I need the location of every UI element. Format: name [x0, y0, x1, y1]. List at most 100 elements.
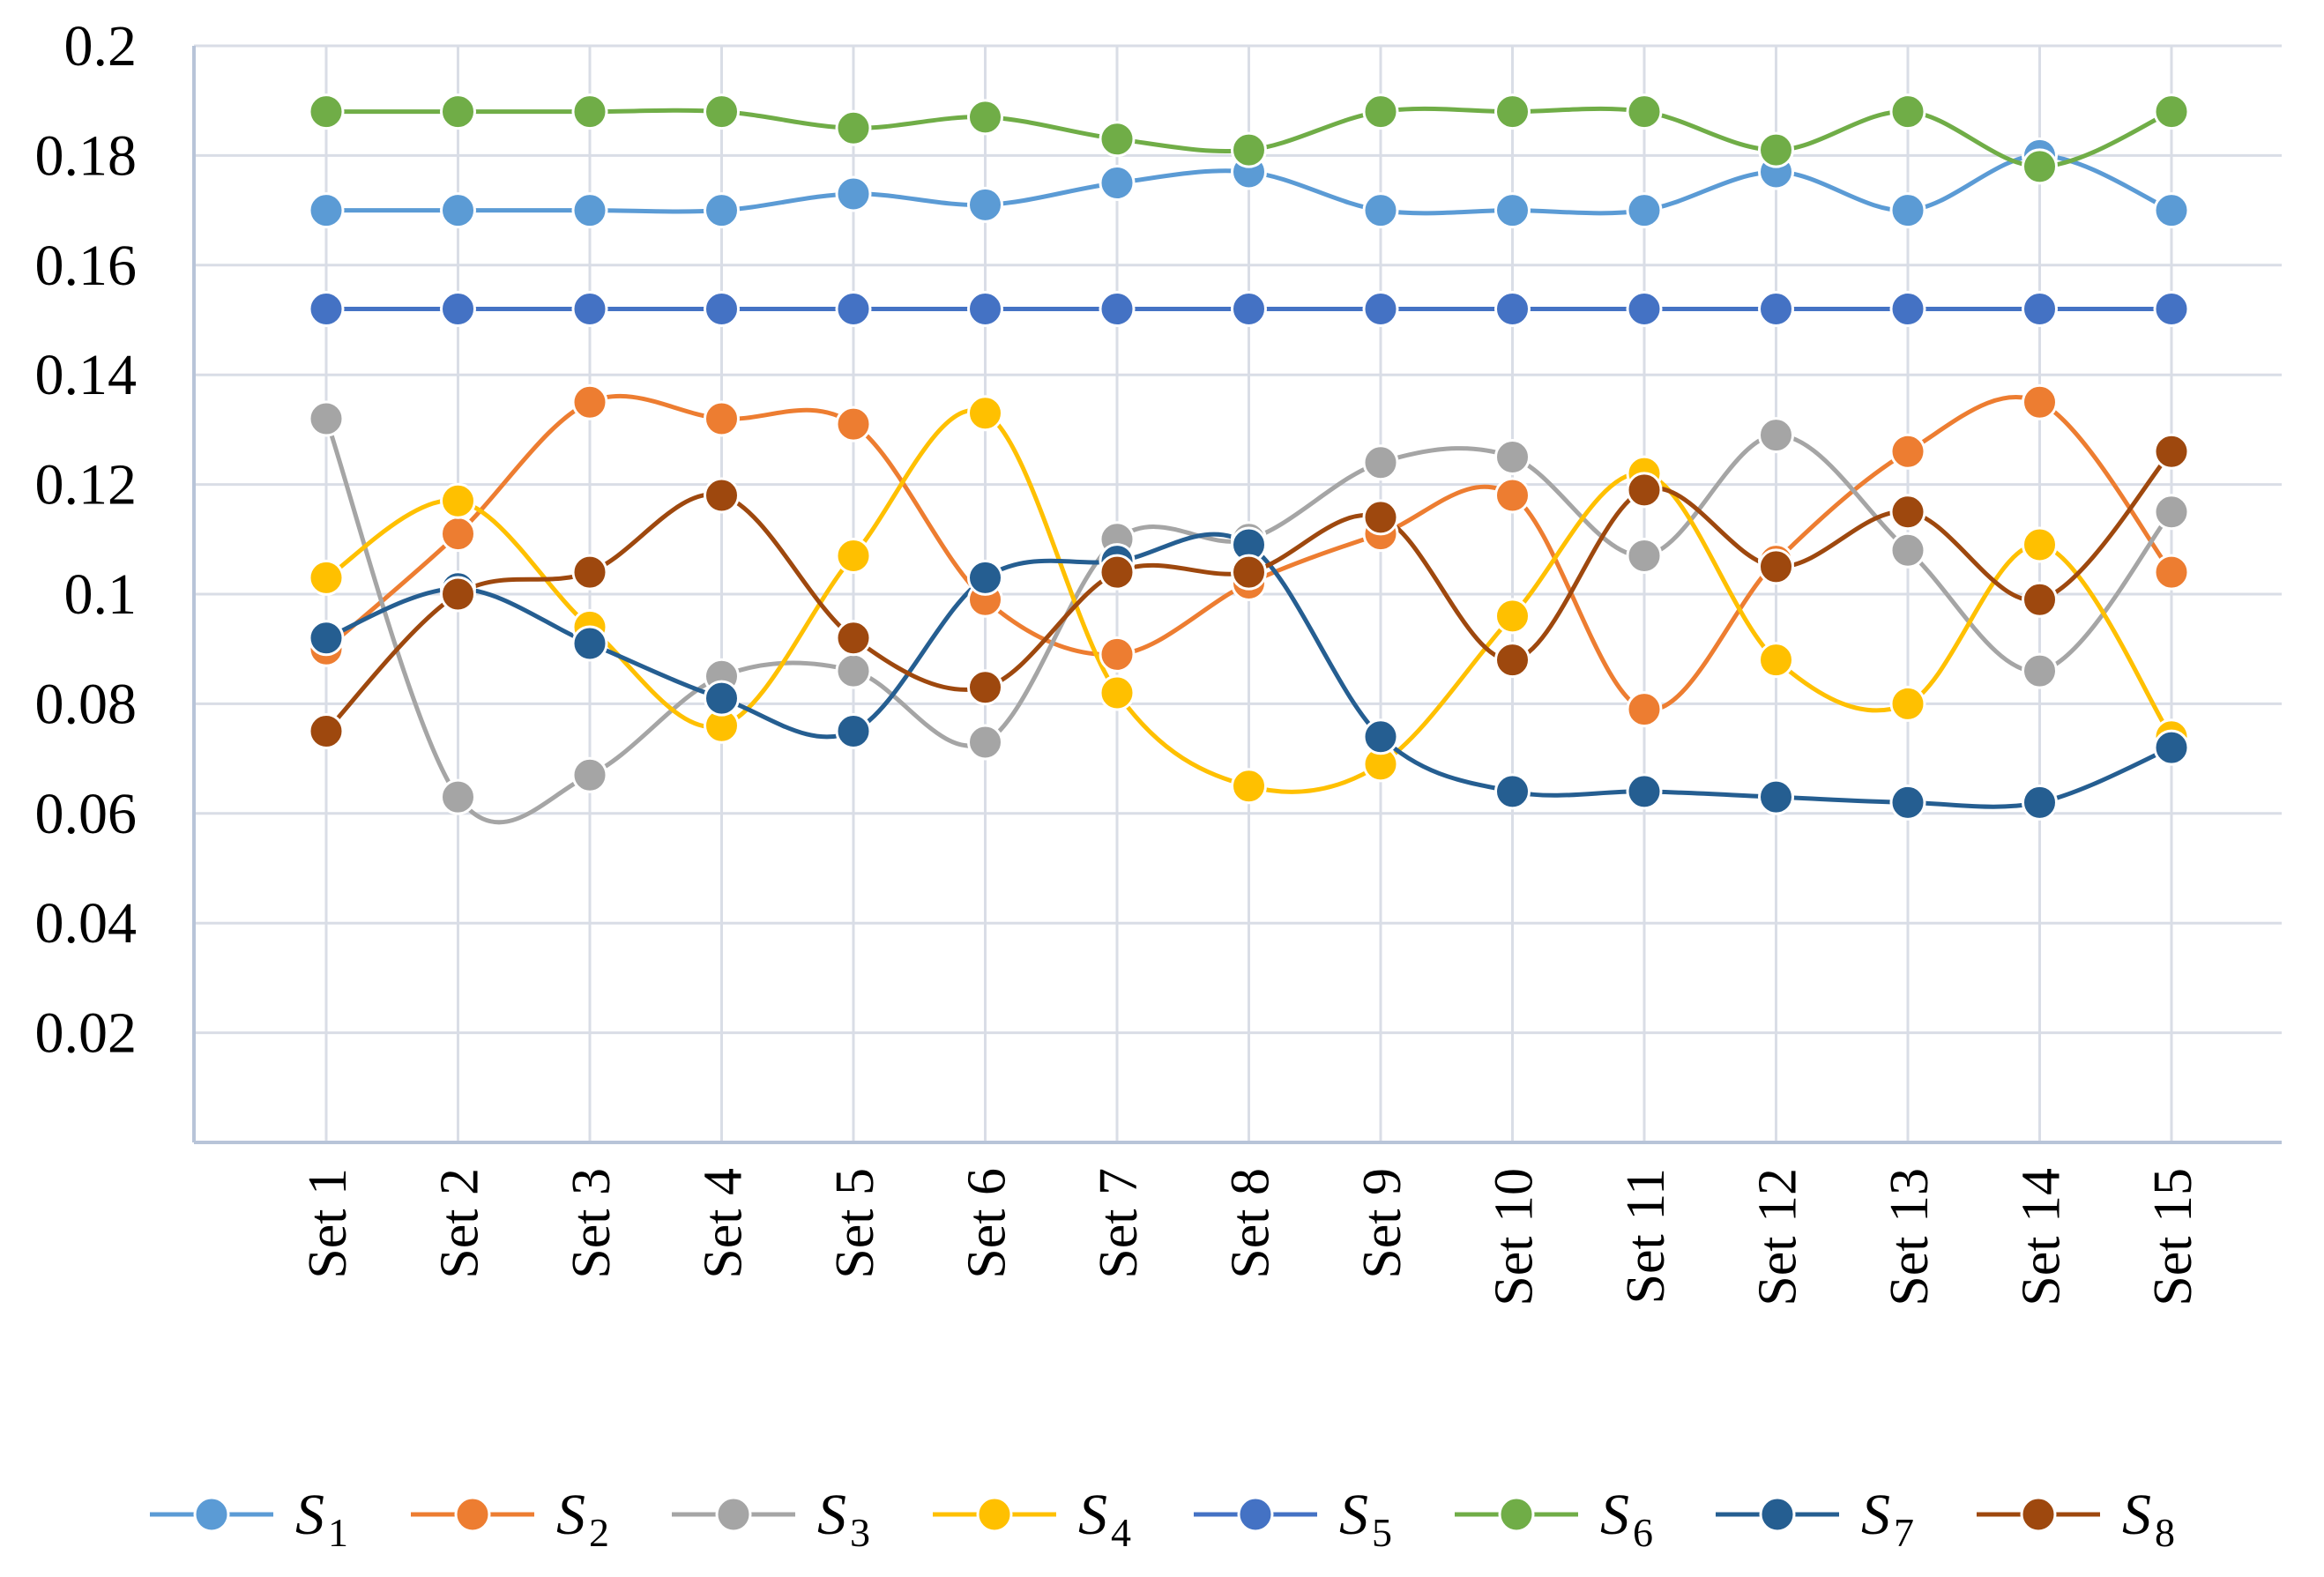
data-point: [440, 516, 476, 553]
legend-label: S4: [1078, 1483, 1131, 1555]
x-tick-label: Set 15: [2143, 1168, 2203, 1306]
data-point: [1758, 131, 1794, 168]
x-tick-label: Set 4: [694, 1168, 754, 1279]
y-tick-label: 0.2: [64, 14, 138, 78]
data-point: [440, 93, 476, 130]
data-point: [1889, 685, 1926, 722]
data-point: [1494, 642, 1531, 679]
data-point: [1889, 93, 1926, 130]
data-point: [1889, 494, 1926, 531]
series-markers-s6: [308, 93, 2190, 185]
series-line: [324, 450, 2173, 733]
data-point: [835, 109, 872, 146]
data-point: [2022, 581, 2058, 618]
data-point: [1494, 477, 1531, 514]
data-point: [308, 400, 345, 437]
data-point: [1099, 554, 1136, 591]
axis-layer: 0.2 0.18 0.16 0.14 0.12 0.1 0.08 0.06 0.04 0.02 Se…: [35, 14, 2282, 1306]
data-point: [1099, 674, 1136, 711]
data-point: [308, 93, 345, 130]
data-point: [1362, 444, 1399, 481]
data-point: [1494, 439, 1531, 475]
data-point: [2022, 784, 2058, 821]
data-point: [967, 724, 1003, 761]
data-point: [704, 93, 740, 130]
y-tick-label: 0.16: [35, 234, 138, 298]
data-point: [308, 620, 345, 657]
data-point: [2022, 383, 2058, 420]
x-tick-label: Set 9: [1352, 1168, 1412, 1279]
x-tick-label: Set 6: [957, 1168, 1017, 1279]
data-point: [440, 778, 476, 815]
data-point: [1758, 548, 1794, 585]
data-point: [967, 669, 1003, 706]
legend-item: S2: [411, 1483, 609, 1555]
legend-label: S5: [1339, 1483, 1392, 1555]
data-point: [1758, 417, 1794, 454]
data-point: [1362, 93, 1399, 130]
data-point: [1494, 93, 1531, 130]
legend-marker: [2020, 1496, 2057, 1533]
x-tick-label: Set 14: [2012, 1168, 2072, 1306]
data-point: [1889, 192, 1926, 229]
series-markers-s3: [308, 400, 2190, 815]
data-point: [1758, 642, 1794, 679]
y-tick-label: 0.04: [35, 891, 138, 956]
data-point: [704, 680, 740, 717]
data-point: [1626, 192, 1663, 229]
x-tick-label: Set 1: [298, 1168, 358, 1279]
data-point: [1626, 691, 1663, 728]
legend-item: S8: [1977, 1483, 2175, 1555]
legend-marker: [715, 1496, 752, 1533]
data-point: [1889, 291, 1926, 328]
legend-item: S1: [150, 1483, 348, 1555]
data-point: [1626, 773, 1663, 810]
data-point: [1889, 433, 1926, 470]
data-point: [440, 482, 476, 519]
data-point: [1626, 537, 1663, 574]
data-point: [2153, 433, 2190, 470]
data-point: [835, 713, 872, 749]
data-point: [308, 713, 345, 749]
series-markers-s5: [308, 291, 2190, 328]
legend-marker: [1237, 1496, 1274, 1533]
legend-label: S3: [817, 1483, 870, 1555]
x-tick-label: Set 13: [1880, 1168, 1940, 1306]
data-point: [571, 383, 608, 420]
x-tick-label: Set 3: [562, 1168, 622, 1279]
legend: S1 S2 S3 S4 S5 S6 S7 S8: [150, 1483, 2175, 1555]
x-tick-label: Set 12: [1748, 1168, 1808, 1306]
data-point: [1626, 93, 1663, 130]
y-tick-label: 0.06: [35, 782, 138, 846]
data-point: [1626, 472, 1663, 509]
x-tick-label: Set 2: [430, 1168, 490, 1279]
data-point: [835, 537, 872, 574]
legend-item: S4: [933, 1483, 1131, 1555]
x-tick-label: Set 10: [1485, 1168, 1545, 1306]
x-tick-label: Set 7: [1089, 1168, 1149, 1279]
legend-label: S6: [1600, 1483, 1653, 1555]
data-point: [571, 756, 608, 793]
legend-marker: [454, 1496, 491, 1533]
legend-item: S6: [1455, 1483, 1653, 1555]
data-point: [571, 291, 608, 328]
data-point: [1362, 718, 1399, 755]
data-point: [1889, 532, 1926, 569]
legend-label: S7: [1861, 1483, 1914, 1555]
y-tick-label: 0.12: [35, 453, 138, 517]
data-point: [1494, 291, 1531, 328]
y-tick-label: 0.02: [35, 1001, 138, 1066]
data-point: [1362, 192, 1399, 229]
data-point: [967, 559, 1003, 596]
legend-label: S1: [295, 1483, 348, 1555]
x-tick-label: Set 11: [1616, 1168, 1676, 1304]
y-tick-label: 0.08: [35, 672, 138, 736]
data-point: [1231, 554, 1267, 591]
legend-marker: [976, 1496, 1013, 1533]
data-point: [2153, 93, 2190, 130]
data-point: [440, 291, 476, 328]
legend-label: S8: [2122, 1483, 2175, 1555]
legend-item: S5: [1194, 1483, 1392, 1555]
data-point: [308, 192, 345, 229]
data-point: [440, 192, 476, 229]
